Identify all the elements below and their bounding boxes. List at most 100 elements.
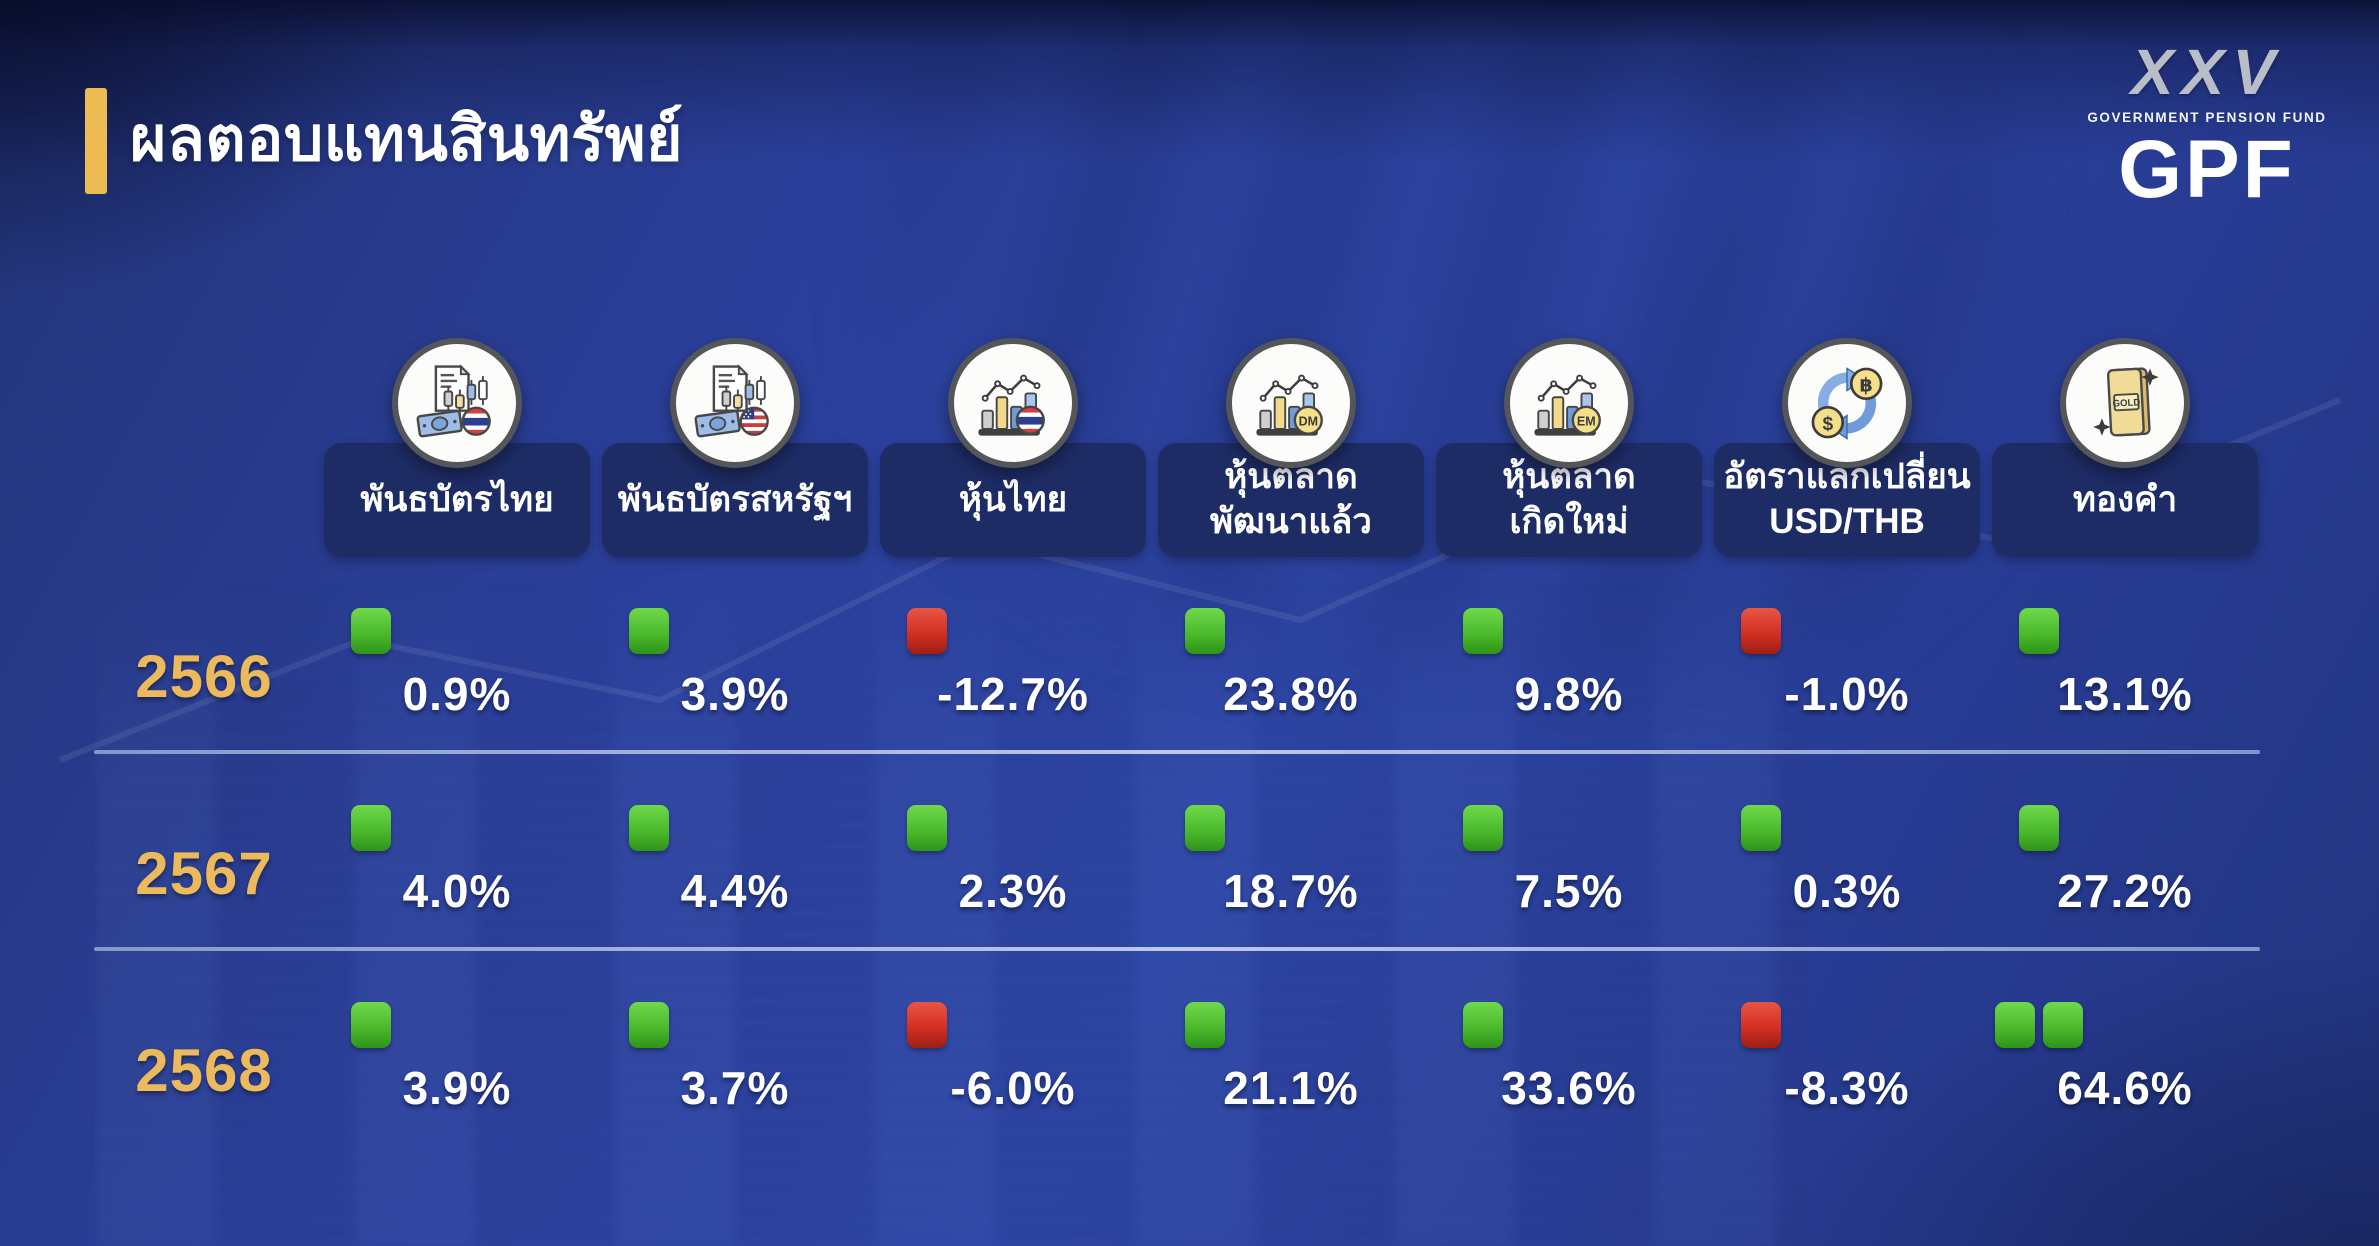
em-badge-label: EM [1577,415,1596,429]
return-value: 3.9% [402,1062,512,1114]
return-cell: 2.3% [874,783,1152,918]
return-value: 13.1% [2057,668,2193,720]
green-indicator-icon [907,805,947,851]
green-indicator-icon [629,608,669,654]
dm-badge-label: DM [1299,415,1318,429]
indicator-group [351,608,391,654]
us-bond-column-icon-cell [596,324,874,468]
green-indicator-icon [2019,805,2059,851]
return-value: 0.9% [402,668,512,720]
icon-row: DM [90,324,2264,468]
gpf-logo: XXV GOVERNMENT PENSION FUND GPF [2077,40,2337,211]
red-indicator-icon [1741,608,1781,654]
thai-stock-icon [948,338,1078,468]
return-value: 3.9% [680,668,790,720]
red-indicator-icon [1741,1002,1781,1048]
green-indicator-icon [1995,1002,2035,1048]
red-indicator-icon [907,608,947,654]
return-value: -1.0% [1784,668,1910,720]
returns-table: DM [90,324,2264,1144]
green-indicator-icon [1463,608,1503,654]
return-value: 21.1% [1223,1062,1359,1114]
currency-exchange-icon: $ ฿ [1782,338,1912,468]
indicator-group [1741,1002,1781,1048]
return-value: -12.7% [937,668,1089,720]
us-bond-icon [670,338,800,468]
rows-container: 2566 0.9% 3.9% -12.7% 23.8% 9.8% -1.0% 13.1% 256… [90,557,2264,1144]
return-cell: 9.8% [1430,586,1708,721]
return-cell: 3.9% [318,980,596,1115]
usd-symbol: $ [1822,414,1833,435]
return-cell: 27.2% [1986,783,2264,918]
return-cell: 33.6% [1430,980,1708,1115]
indicator-group [1185,608,1225,654]
gpf-logo-numeral: XXV [2130,36,2284,108]
row-divider [94,750,2260,754]
return-value: 0.3% [1792,865,1902,917]
return-cell: 0.9% [318,586,596,721]
indicator-group [1463,805,1503,851]
year-label: 2568 [135,1037,273,1104]
year-row-2568: 2568 3.9% 3.7% -6.0% 21.1% 33.6% -8.3% 64.6% [90,951,2264,1144]
page-title: ผลตอบแทนสินทรัพย์ [130,105,683,174]
indicator-group [351,1002,391,1048]
year-label: 2566 [135,643,273,710]
green-indicator-icon [1463,1002,1503,1048]
green-indicator-icon [351,608,391,654]
return-value: 23.8% [1223,668,1359,720]
green-indicator-icon [351,805,391,851]
return-cell: -8.3% [1708,980,1986,1115]
return-value: 2.3% [958,865,1068,917]
return-cell: 7.5% [1430,783,1708,918]
gold-badge-label: GOLD [2112,397,2140,409]
row-divider [94,947,2260,951]
return-value: 27.2% [2057,865,2193,917]
gold-bar-icon: GOLD [2060,338,2190,468]
baht-symbol: ฿ [1860,375,1873,396]
return-value: -8.3% [1784,1062,1910,1114]
green-indicator-icon [1463,805,1503,851]
indicator-group [629,608,669,654]
indicator-group [1463,1002,1503,1048]
return-cell: -1.0% [1708,586,1986,721]
green-indicator-icon [351,1002,391,1048]
green-indicator-icon [2019,608,2059,654]
return-cell: 0.3% [1708,783,1986,918]
indicator-group [2019,608,2059,654]
green-indicator-icon [1741,805,1781,851]
red-indicator-icon [907,1002,947,1048]
thai-bond-column-icon-cell [318,324,596,468]
return-value: -6.0% [950,1062,1076,1114]
gpf-logo-abbr: GPF [2118,123,2296,215]
return-value: 3.7% [680,1062,790,1114]
return-cell: 4.0% [318,783,596,918]
indicator-group [2019,805,2059,851]
return-cell: 23.8% [1152,586,1430,721]
indicator-group [629,1002,669,1048]
return-cell: 18.7% [1152,783,1430,918]
dm-stock-column-icon-cell: DM [1152,324,1430,468]
indicator-group [351,805,391,851]
return-cell: 13.1% [1986,586,2264,721]
return-cell: 3.9% [596,586,874,721]
return-value: 7.5% [1514,865,1624,917]
thai-stock-column-icon-cell [874,324,1152,468]
return-value: 4.0% [402,865,512,917]
indicator-group [907,1002,947,1048]
green-indicator-icon [629,805,669,851]
green-indicator-icon [1185,805,1225,851]
dm-stock-icon: DM [1226,338,1356,468]
label-spacer [90,443,318,557]
year-row-2567: 2567 4.0% 4.4% 2.3% 18.7% 7.5% 0.3% 27.2% [90,754,2264,947]
thai-bond-icon [392,338,522,468]
indicator-group [1185,805,1225,851]
title-accent-bar [85,88,107,194]
return-cell: 21.1% [1152,980,1430,1115]
gold-column-icon-cell: GOLD [1986,324,2264,468]
gpf-logo-org-name: GOVERNMENT PENSION FUND [2087,110,2327,125]
return-value: 64.6% [2057,1062,2193,1114]
green-indicator-icon [1185,608,1225,654]
return-cell: -6.0% [874,980,1152,1115]
indicator-group [1741,805,1781,851]
